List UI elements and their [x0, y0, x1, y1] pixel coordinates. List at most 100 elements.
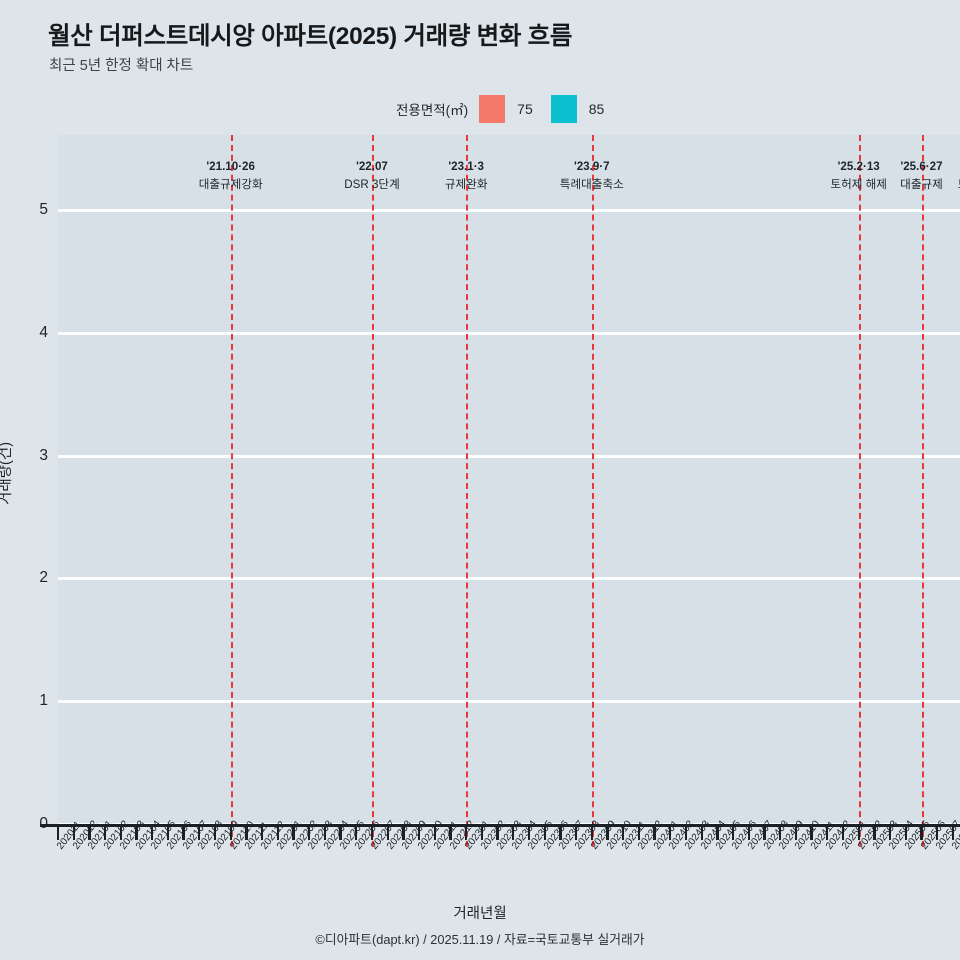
event-label-202510: '25.10·15토허제확대: [958, 158, 960, 194]
x-tick: [936, 827, 939, 840]
event-text: 규제완화: [444, 177, 488, 191]
legend: 전용면적(㎡) 75 85: [396, 95, 604, 123]
x-tick: [292, 827, 295, 840]
x-tick: [512, 827, 515, 840]
legend-swatch-85: [550, 95, 577, 123]
event-label-202502: '25.2·13 토허제 해제: [830, 158, 887, 194]
x-tick: [857, 827, 860, 840]
x-tick: [465, 827, 468, 840]
x-tick: [229, 827, 232, 840]
event-line-202301: [466, 135, 469, 847]
legend-swatch-75: [479, 95, 506, 123]
x-tick: [151, 827, 154, 840]
x-tick: [103, 827, 107, 840]
event-text: 대출규제: [900, 177, 943, 191]
footer-credit: ©디아파트(dapt.kr) / 2025.11.19 / 자료=국토교통부 실…: [315, 932, 645, 947]
x-tick: [731, 827, 735, 840]
event-label-202110: '21.10·26 대출규제강화: [199, 158, 263, 194]
x-tick: [637, 827, 641, 840]
x-tick: [72, 827, 75, 840]
x-tick: [386, 827, 389, 840]
page-title: 월산 더퍼스트데시앙 아파트(2025) 거래량 변화 흐름: [48, 23, 573, 50]
event-date: '22.07: [356, 160, 388, 173]
y-tick-label: 2: [39, 569, 48, 587]
event-text: DSR 3단계: [344, 177, 400, 191]
plot-area: [58, 135, 960, 826]
x-tick: [951, 827, 955, 840]
x-tick: [606, 827, 609, 840]
x-tick: [590, 827, 593, 840]
x-tick: [166, 827, 170, 840]
event-text: 특례대출축소: [559, 177, 624, 191]
event-label-202309: '23.9·7 특례대출축소: [560, 158, 624, 194]
event-date: '25.6·27: [900, 160, 943, 173]
x-tick: [260, 827, 264, 840]
x-tick: [653, 827, 656, 840]
event-line-202506: [921, 135, 924, 847]
x-tick: [496, 827, 499, 840]
gridline: [58, 577, 960, 581]
y-tick-label: 0: [39, 815, 48, 833]
x-tick: [417, 827, 421, 840]
x-tick: [339, 827, 342, 840]
x-axis-line: [40, 824, 960, 827]
event-text: 토허제 해제: [830, 177, 887, 191]
x-tick: [669, 827, 672, 840]
event-label-202301: '23.1·3 규제완화: [445, 158, 488, 194]
y-tick-label: 3: [39, 446, 48, 464]
x-tick: [779, 827, 782, 840]
x-tick: [308, 827, 311, 840]
event-label-202207: '22.07 DSR 3단계: [344, 158, 399, 194]
event-label-202506: '25.6·27 대출규제: [900, 158, 943, 194]
gridline: [58, 209, 960, 212]
x-tick: [323, 827, 327, 840]
legend-title: 전용면적(㎡): [396, 103, 469, 118]
x-tick: [276, 827, 279, 840]
x-tick: [56, 827, 60, 840]
x-tick: [826, 827, 829, 840]
y-axis-labels: 0 1 2 3 4 5: [0, 135, 58, 832]
event-line-202309: [591, 135, 594, 847]
x-tick: [763, 827, 766, 840]
legend-label-75: 75: [517, 101, 533, 117]
gridline: [58, 454, 960, 458]
x-tick: [716, 827, 719, 840]
x-tick: [543, 827, 546, 840]
gridline: [58, 331, 960, 335]
gridline: [58, 700, 960, 704]
legend-label-85: 85: [588, 101, 605, 117]
event-text: 토허제확대: [958, 176, 960, 194]
event-date: '25.2·13: [837, 160, 880, 173]
x-tick: [213, 827, 217, 840]
x-tick: [920, 827, 923, 840]
x-tick: [873, 827, 876, 840]
x-tick: [245, 827, 248, 840]
page-subtitle: 최근 5년 한정 확대 차트: [49, 58, 194, 74]
x-tick: [622, 827, 625, 840]
x-tick: [355, 827, 358, 840]
x-tick: [198, 827, 201, 840]
event-line-202110: [230, 135, 233, 847]
x-tick: [433, 827, 436, 840]
event-text: 대출규제강화: [198, 177, 263, 191]
x-tick: [182, 827, 185, 840]
x-tick: [888, 827, 892, 840]
event-line-202502: [858, 135, 861, 847]
x-tick: [559, 827, 562, 840]
event-date: '21.10·26: [206, 160, 255, 173]
x-tick: [480, 827, 484, 840]
x-tick: [794, 827, 798, 840]
x-tick: [449, 827, 452, 840]
x-tick: [684, 827, 688, 840]
y-tick-label: 5: [39, 201, 48, 218]
x-tick: [370, 827, 374, 840]
y-tick-label: 4: [39, 323, 48, 341]
event-date: '23.1·3: [448, 160, 485, 173]
x-tick: [88, 827, 91, 840]
x-tick: [527, 827, 531, 840]
x-tick: [747, 827, 750, 840]
x-tick: [904, 827, 907, 840]
y-tick-label: 1: [39, 692, 48, 710]
x-tick: [574, 827, 578, 840]
